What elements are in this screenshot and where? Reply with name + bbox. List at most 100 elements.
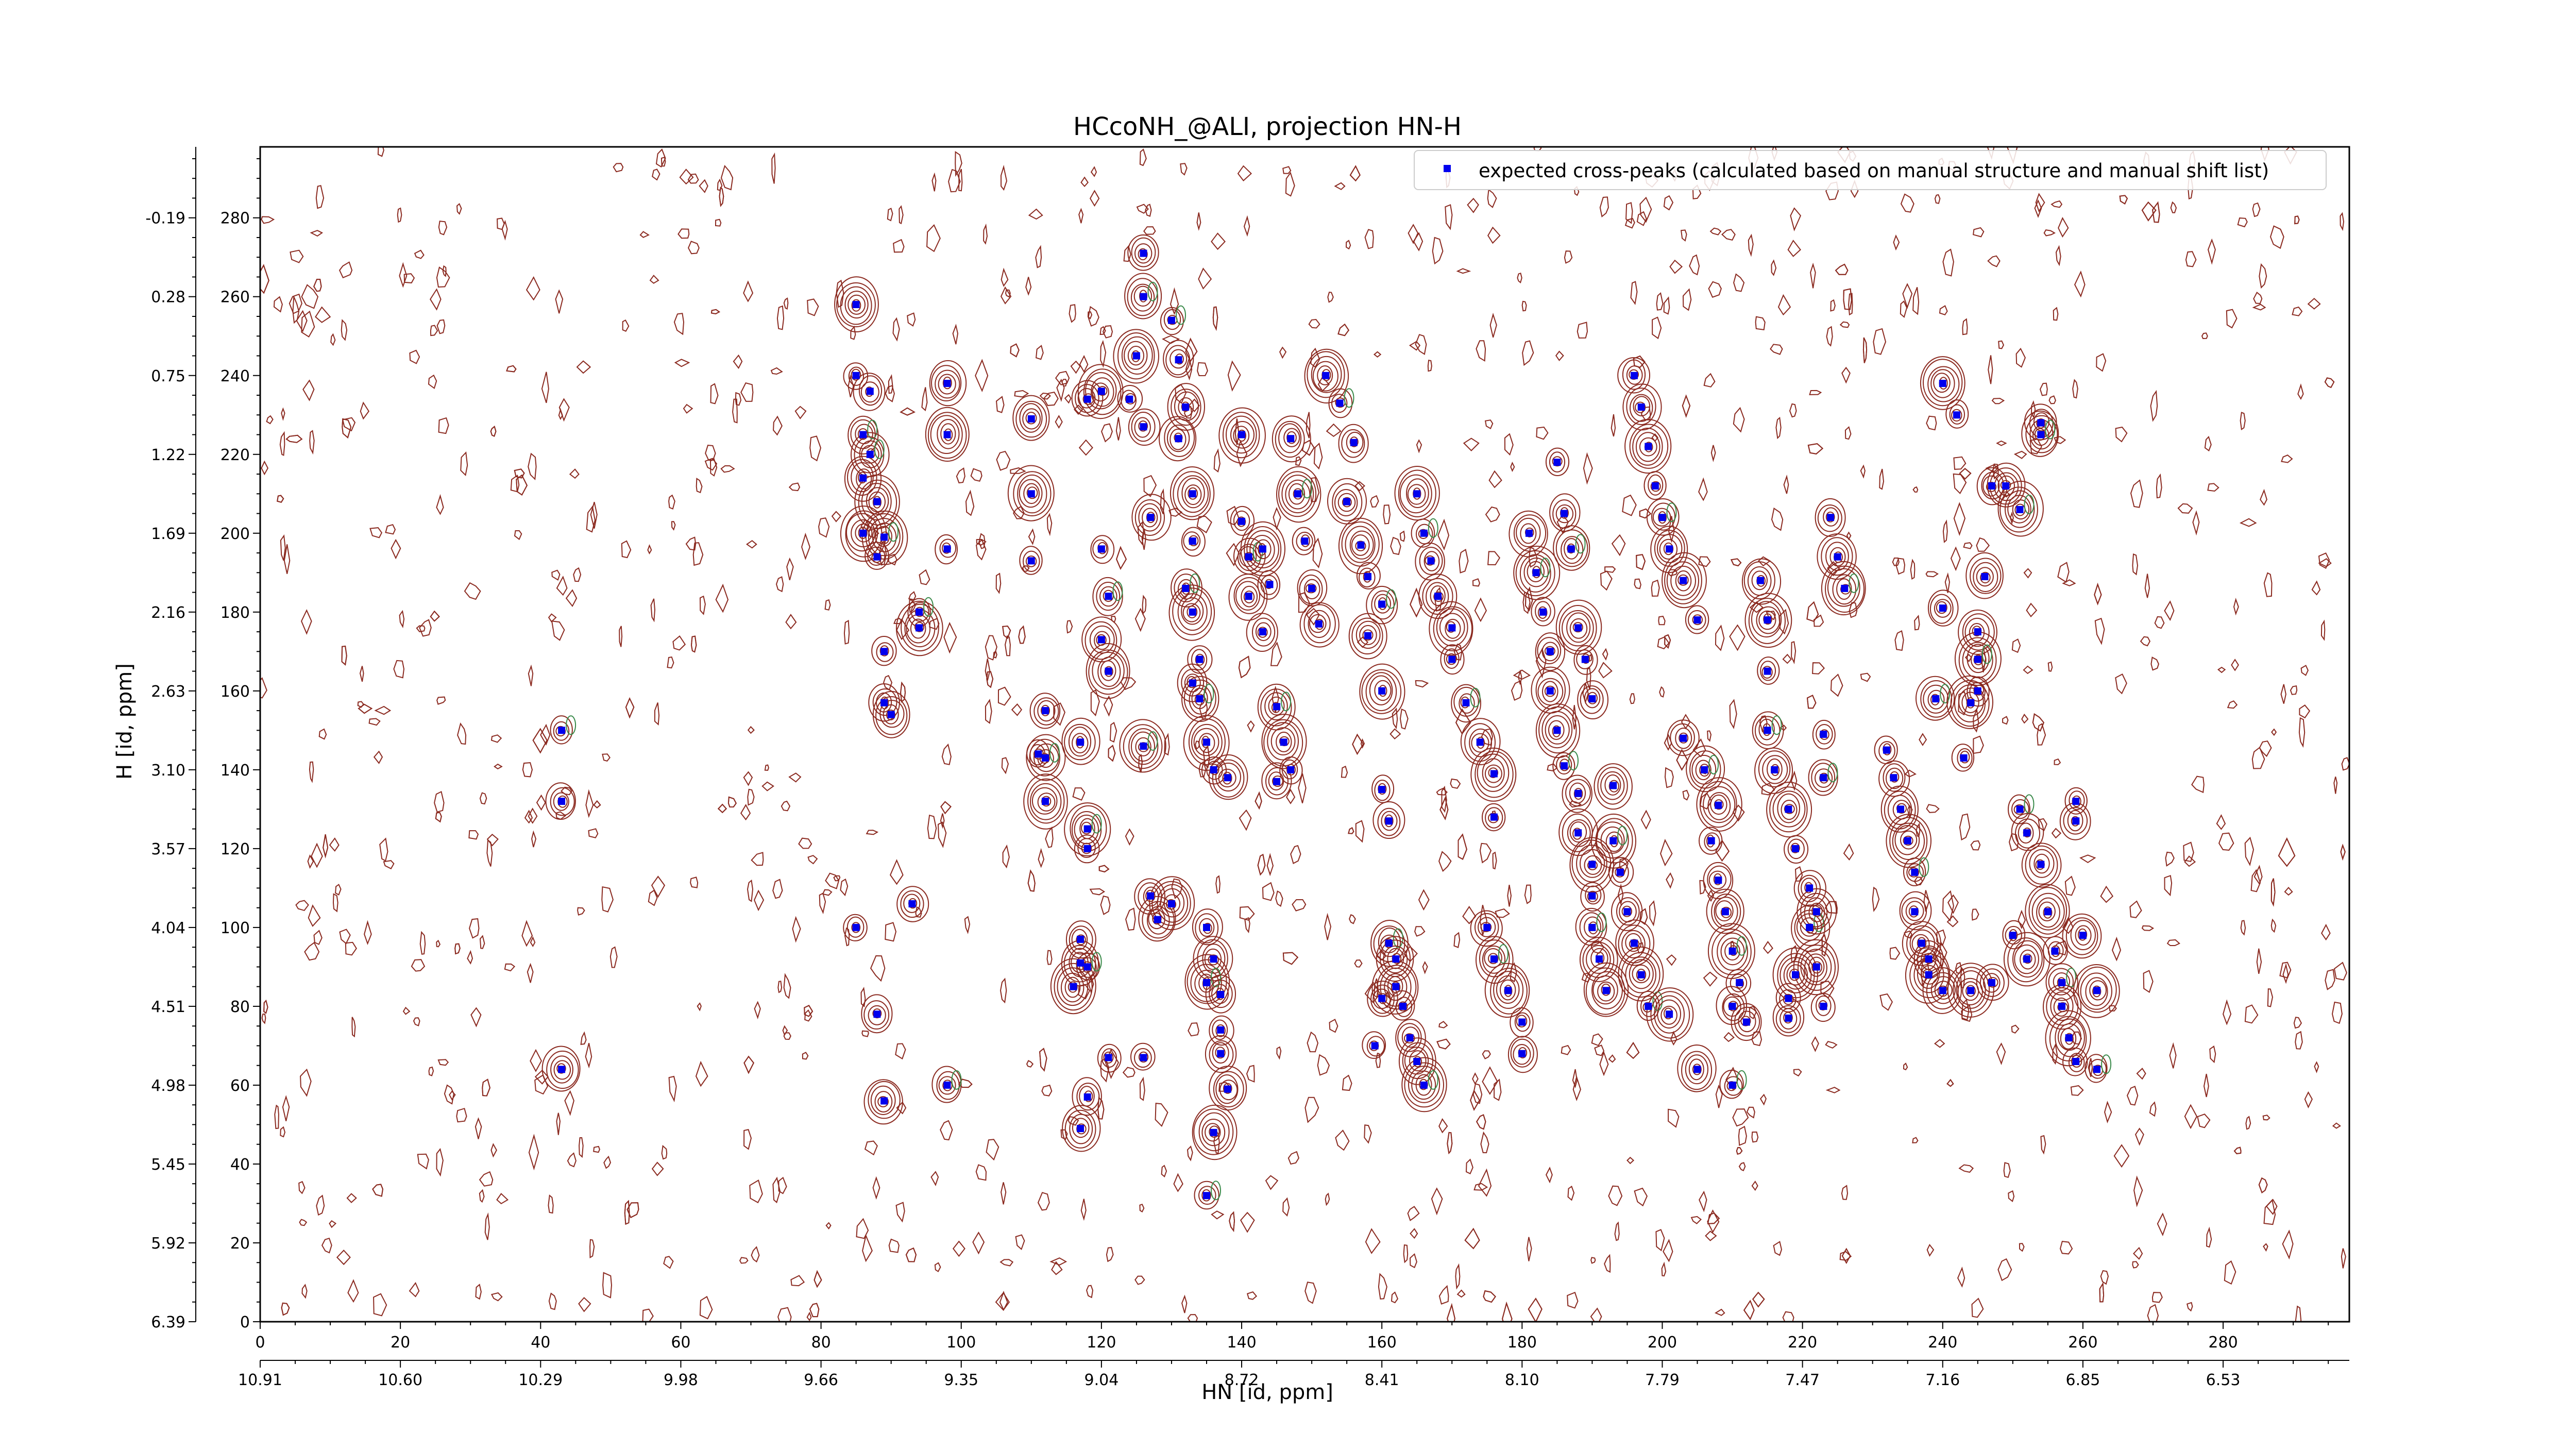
noise-contour	[2149, 1101, 2157, 1117]
noise-contour	[1010, 343, 1020, 358]
noise-contour	[338, 261, 353, 279]
peak-contour	[2021, 843, 2062, 888]
peak-contour	[868, 683, 900, 722]
peak-contour	[1600, 771, 1625, 800]
cross-peak-point	[1841, 584, 1849, 592]
x-ppm-tick-label: 10.29	[518, 1371, 563, 1389]
noise-contour	[1782, 1311, 1794, 1322]
peak-contour	[1516, 517, 1541, 547]
noise-contour	[919, 569, 930, 585]
noise-contour	[1779, 724, 1787, 731]
noise-contour	[809, 1303, 820, 1318]
peak-contour	[1173, 471, 1211, 517]
peak-contour	[1905, 901, 1924, 921]
noise-contour	[1599, 196, 1609, 218]
noise-contour	[770, 367, 783, 375]
noise-contour	[504, 963, 516, 972]
peak-contour	[2033, 853, 2050, 874]
peak-contour	[1030, 783, 1062, 820]
cross-peak-point	[1168, 316, 1175, 324]
noise-contour	[818, 517, 830, 538]
noise-contour	[843, 619, 850, 645]
peak-contour	[1911, 934, 1930, 954]
peak-contour	[1440, 644, 1465, 675]
peak-contour	[1675, 728, 1692, 749]
peak-contour	[1370, 984, 1395, 1014]
cross-peak-point	[1224, 1085, 1231, 1093]
peak-contour	[1255, 622, 1272, 642]
noise-contour	[1001, 267, 1009, 287]
noise-contour	[1703, 373, 1716, 387]
noise-contour	[2059, 1241, 2073, 1255]
noise-contour	[383, 860, 395, 870]
peak-contour	[1366, 1036, 1385, 1057]
peak-contour	[1138, 420, 1148, 432]
peak-contour	[1299, 575, 1323, 604]
noise-contour	[2157, 1212, 2167, 1237]
cross-peak-point	[1385, 817, 1393, 825]
peak-contour	[1535, 632, 1566, 671]
cross-peak-point	[1140, 743, 1147, 750]
cross-peak-point	[1764, 727, 1771, 734]
peak-contour	[1436, 608, 1468, 647]
noise-contour	[290, 249, 304, 263]
noise-contour	[743, 1055, 754, 1074]
noise-contour	[309, 430, 315, 455]
noise-contour	[1431, 1187, 1443, 1216]
peak-contour	[2084, 1054, 2108, 1083]
noise-contour	[1467, 197, 1479, 213]
peak-contour	[1516, 1015, 1528, 1027]
noise-contour	[436, 696, 446, 705]
peak-contour	[871, 636, 897, 666]
noise-contour	[1771, 259, 1777, 276]
peak-contour	[1017, 474, 1047, 514]
noise-contour	[1285, 172, 1295, 197]
noise-contour	[2240, 412, 2246, 431]
peak-contour	[1927, 366, 1960, 402]
noise-contour	[541, 372, 549, 403]
peak-contour	[1071, 380, 1104, 417]
peak-contour	[1100, 660, 1116, 681]
peak-contour	[1763, 613, 1773, 625]
peak-contour	[1973, 562, 1998, 593]
peak-contour	[1930, 976, 1956, 1004]
peak-contour	[851, 299, 861, 312]
peak-contour	[872, 690, 910, 738]
peak-contour	[895, 600, 943, 656]
noise-contour	[1521, 300, 1527, 312]
peak-contour	[1064, 1109, 1096, 1149]
peak-contour	[1226, 415, 1257, 454]
noise-contour	[1860, 464, 1866, 479]
cross-peak-point	[1392, 955, 1400, 963]
noise-contour	[2183, 841, 2194, 862]
noise-contour	[715, 583, 729, 613]
noise-contour	[1399, 709, 1409, 730]
noise-contour	[494, 763, 503, 770]
noise-contour	[2150, 656, 2159, 671]
peak-contour	[1811, 763, 1836, 793]
cross-peak-point	[1680, 577, 1687, 584]
peak-contour	[1223, 412, 1260, 459]
cross-peak-point	[859, 474, 867, 482]
peak-contour	[868, 1005, 886, 1025]
peak-contour	[1409, 1050, 1427, 1072]
cross-peak-point	[1462, 699, 1470, 706]
peak-contour	[1564, 538, 1580, 560]
noise-contour	[416, 625, 426, 632]
cross-peak-point	[1035, 750, 1042, 758]
noise-contour	[1138, 754, 1143, 773]
peak-contour	[1715, 900, 1734, 922]
noise-contour	[1973, 707, 1979, 733]
peak-contour	[1829, 547, 1846, 567]
noise-contour	[2034, 199, 2042, 218]
peak-contour	[1351, 534, 1370, 556]
noise-contour	[999, 1259, 1014, 1267]
noise-contour	[727, 796, 737, 807]
noise-contour	[1039, 392, 1051, 400]
noise-contour	[479, 935, 485, 949]
noise-contour	[2207, 483, 2219, 492]
peak-contour	[1973, 684, 1985, 696]
noise-contour	[342, 417, 356, 432]
peak-contour	[1127, 346, 1144, 366]
noise-contour	[2240, 920, 2246, 936]
